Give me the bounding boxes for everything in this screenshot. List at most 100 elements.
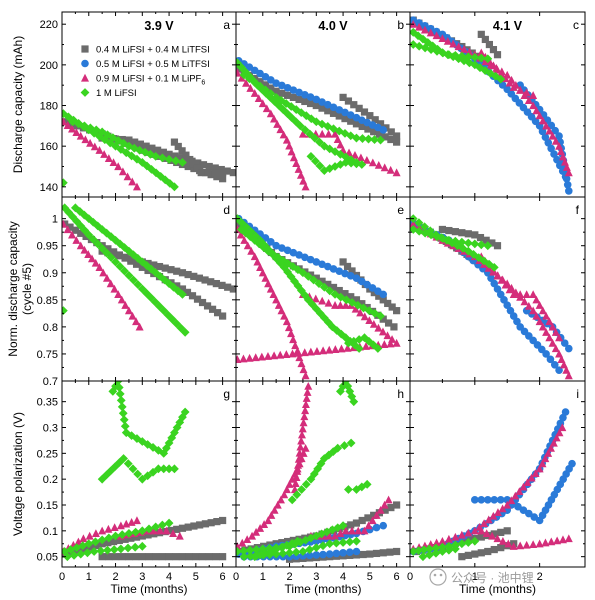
diamond-point xyxy=(298,547,308,556)
diamond-point xyxy=(142,261,152,270)
triangle-point xyxy=(285,480,294,488)
square-point xyxy=(343,262,352,271)
triangle-point xyxy=(392,168,401,177)
square-point xyxy=(344,97,353,105)
diamond-point xyxy=(444,545,454,555)
triangle-point xyxy=(293,467,302,475)
diamond-point xyxy=(102,248,112,258)
circle-point xyxy=(318,98,326,106)
triangle-point xyxy=(546,443,555,452)
triangle-point xyxy=(62,219,68,228)
triangle-point xyxy=(273,120,282,128)
circle-point xyxy=(318,260,326,269)
diamond-point xyxy=(151,522,161,532)
square-point xyxy=(159,148,167,156)
diamond-point xyxy=(331,538,341,548)
triangle-point xyxy=(498,504,507,513)
diamond-point xyxy=(143,471,153,481)
triangle-point xyxy=(258,99,267,108)
panel-frame xyxy=(409,380,586,568)
triangle-point xyxy=(325,345,334,354)
legend-label-main: 0.4 M LiFSI + 0.4 M LiTFSI xyxy=(96,45,210,56)
triangle-point xyxy=(348,526,356,535)
triangle-point xyxy=(294,454,303,463)
diamond-point xyxy=(180,407,190,417)
diamond-point xyxy=(133,280,143,289)
diamond-point xyxy=(62,178,68,188)
diamond-point xyxy=(255,81,265,91)
diamond-point xyxy=(364,134,373,144)
square-point xyxy=(213,309,222,317)
square-point xyxy=(194,159,202,167)
y-tick-label: 160 xyxy=(40,141,58,153)
diamond-point xyxy=(483,241,493,251)
triangle-point xyxy=(100,150,109,158)
square-point xyxy=(207,278,215,286)
legend: 0.4 M LiFSI + 0.4 M LiTFSI 0.5 M LiFSI + … xyxy=(80,45,210,99)
diamond-point xyxy=(120,266,129,276)
diamond-point xyxy=(325,539,335,549)
diamond-point xyxy=(157,153,167,163)
triangle-point xyxy=(356,308,365,317)
square-point xyxy=(329,283,338,292)
diamond-point xyxy=(287,538,297,548)
triangle-point xyxy=(236,230,245,239)
triangle-point xyxy=(555,349,564,358)
square-point xyxy=(458,229,466,237)
square-point xyxy=(387,135,395,144)
square-point xyxy=(212,553,220,561)
circle-point xyxy=(530,513,539,521)
diamond-point xyxy=(118,408,128,418)
triangle-point xyxy=(454,42,463,51)
triangle-point xyxy=(124,306,133,315)
watermark-icon-dot xyxy=(433,573,437,577)
triangle-point xyxy=(509,542,518,550)
triangle-point xyxy=(541,454,550,463)
diamond-point xyxy=(291,547,301,557)
diamond-point xyxy=(97,244,107,253)
triangle-point xyxy=(300,348,309,357)
square-point xyxy=(438,225,447,234)
square-point xyxy=(197,169,205,177)
square-point xyxy=(352,519,361,527)
triangle-point xyxy=(292,473,301,481)
diamond-point xyxy=(345,537,355,547)
triangle-point xyxy=(239,354,248,363)
x-tick-label: 6 xyxy=(394,571,400,583)
triangle-point xyxy=(297,359,306,368)
triangle-point xyxy=(72,236,81,244)
triangle-point xyxy=(498,536,507,545)
square-point xyxy=(370,128,378,136)
diamond-point xyxy=(444,235,454,245)
triangle-point xyxy=(564,371,573,380)
y-tick-label: 1 xyxy=(52,214,58,226)
circle-point xyxy=(312,95,321,104)
circle-point xyxy=(289,86,298,94)
triangle-point xyxy=(509,290,518,299)
diamond-point xyxy=(291,117,301,127)
panel-letter: h xyxy=(397,387,404,401)
triangle-point xyxy=(505,78,514,87)
square-point xyxy=(188,292,197,300)
diamond-point xyxy=(309,275,319,285)
triangle-point xyxy=(262,104,271,113)
diamond-point xyxy=(457,237,467,247)
diamond-point xyxy=(150,297,160,307)
square-point xyxy=(335,112,343,120)
square-point xyxy=(375,292,383,300)
triangle-point xyxy=(299,418,308,427)
square-point xyxy=(131,138,139,146)
square-point xyxy=(497,528,505,536)
square-point xyxy=(142,142,150,150)
diamond-point xyxy=(170,464,179,474)
panel-e: e xyxy=(235,196,411,382)
diamond-point xyxy=(349,397,359,407)
square-point xyxy=(138,263,146,271)
diamond-point xyxy=(352,159,361,169)
triangle-point xyxy=(383,331,392,340)
circle-point xyxy=(319,550,327,559)
circle-point xyxy=(295,88,303,97)
circle-point xyxy=(379,126,388,134)
diamond-point xyxy=(164,438,174,448)
triangle-point xyxy=(341,301,350,309)
